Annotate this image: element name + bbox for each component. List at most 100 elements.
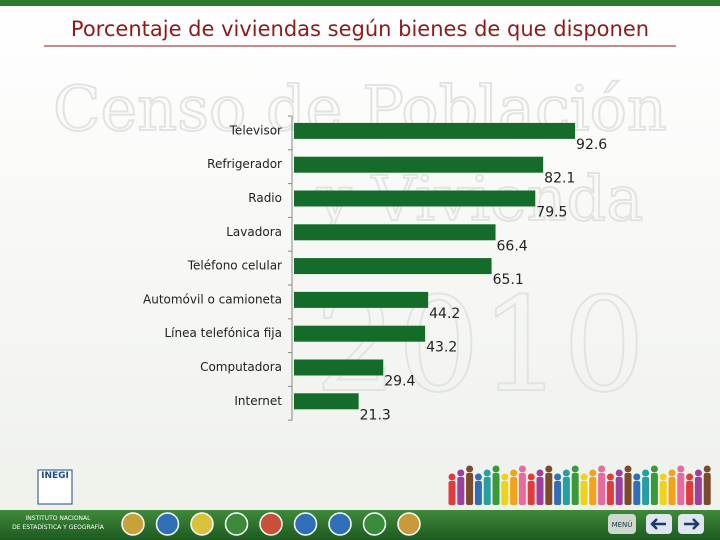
person-head [703, 465, 711, 473]
category-label: Computadora [200, 360, 282, 374]
person-body [642, 477, 650, 505]
nav-icon [397, 512, 421, 536]
category-label: Línea telefónica fija [165, 326, 283, 340]
person-head [545, 465, 553, 473]
person-head [589, 469, 597, 477]
value-label: 65.1 [493, 272, 524, 288]
back-arrow [650, 518, 666, 530]
person-head [659, 473, 667, 481]
bar [294, 258, 492, 275]
nav-icon [362, 512, 387, 536]
person-body [562, 477, 570, 505]
chart-title: Porcentaje de viviendas según bienes de … [71, 17, 649, 41]
bar [294, 122, 576, 139]
person-head [633, 473, 641, 481]
top-stripe [0, 0, 720, 6]
value-label: 66.4 [497, 238, 528, 254]
nav-icon [328, 512, 352, 536]
value-label: 92.6 [576, 137, 607, 153]
person-head [615, 469, 623, 477]
nav-icon [121, 512, 145, 536]
nav-icon [190, 512, 214, 536]
category-label: Lavadora [226, 225, 282, 239]
person-body [650, 473, 658, 505]
person-body [457, 477, 465, 505]
person-head [518, 465, 526, 473]
person-head [527, 473, 535, 481]
person-head [642, 469, 650, 477]
bottom-band [0, 510, 720, 540]
person-body [589, 477, 597, 505]
plot: Televisor 92.6 Refrigerador 82.1 Radio 79.5 La… [143, 115, 607, 423]
value-label: 43.2 [426, 340, 457, 356]
person-body [510, 477, 518, 505]
person-body [527, 481, 535, 505]
person-head [571, 465, 579, 473]
category-label: Refrigerador [207, 157, 282, 171]
person-head [474, 473, 482, 481]
value-label: 82.1 [544, 171, 575, 187]
value-label: 29.4 [384, 374, 415, 390]
nav-icon [224, 512, 249, 536]
person-body [694, 477, 702, 505]
person-head [536, 469, 544, 477]
person-head [686, 473, 694, 481]
person-head [510, 469, 518, 477]
person-head [501, 473, 509, 481]
nav-icons [121, 512, 421, 536]
person-body [598, 473, 606, 505]
value-label: 21.3 [360, 407, 391, 423]
person-head [554, 473, 562, 481]
institute-text: DE ESTADÍSTICA Y GEOGRAFÍA [12, 524, 105, 531]
person-head [694, 469, 702, 477]
institute-text: INSTITUTO NACIONAL [26, 515, 92, 522]
person-body [501, 481, 509, 505]
person-body [686, 481, 694, 505]
next-arrow [684, 518, 700, 530]
category-label: Automóvil o camioneta [143, 292, 282, 306]
bar [294, 359, 384, 376]
logo-box [37, 469, 73, 505]
person-body [659, 481, 667, 505]
bar [294, 156, 544, 173]
person-body [668, 477, 676, 505]
person-body [474, 481, 482, 505]
watermark-text: 2010 [315, 269, 646, 421]
category-label: Radio [248, 191, 282, 205]
menu-label[interactable]: MENÚ [612, 520, 633, 529]
person-body [536, 477, 544, 505]
person-body [624, 473, 632, 505]
nav-icon [293, 512, 318, 536]
person-head [466, 465, 474, 473]
person-head [448, 473, 456, 481]
watermark: Censo de Población y Vivienda 2010 [52, 71, 668, 422]
person-body [554, 481, 562, 505]
person-body [633, 481, 641, 505]
category-label: Televisor [229, 123, 282, 137]
nav-icon [259, 512, 283, 536]
person-body [448, 481, 456, 505]
people [448, 465, 711, 505]
bar [294, 291, 429, 308]
bar [294, 190, 536, 207]
person-head [457, 469, 465, 477]
person-head [483, 469, 491, 477]
person-body [492, 473, 500, 505]
category-label: Internet [234, 394, 282, 408]
person-head [606, 473, 614, 481]
person-body [545, 473, 553, 505]
bar [294, 325, 426, 342]
person-body [466, 473, 474, 505]
bar [294, 224, 496, 241]
person-body [703, 473, 711, 505]
person-head [562, 469, 570, 477]
person-head [677, 465, 685, 473]
person-head [650, 465, 658, 473]
nav-icon [155, 512, 180, 536]
person-body [571, 473, 579, 505]
person-head [624, 465, 632, 473]
menu-button[interactable] [608, 514, 636, 534]
person-body [677, 473, 685, 505]
